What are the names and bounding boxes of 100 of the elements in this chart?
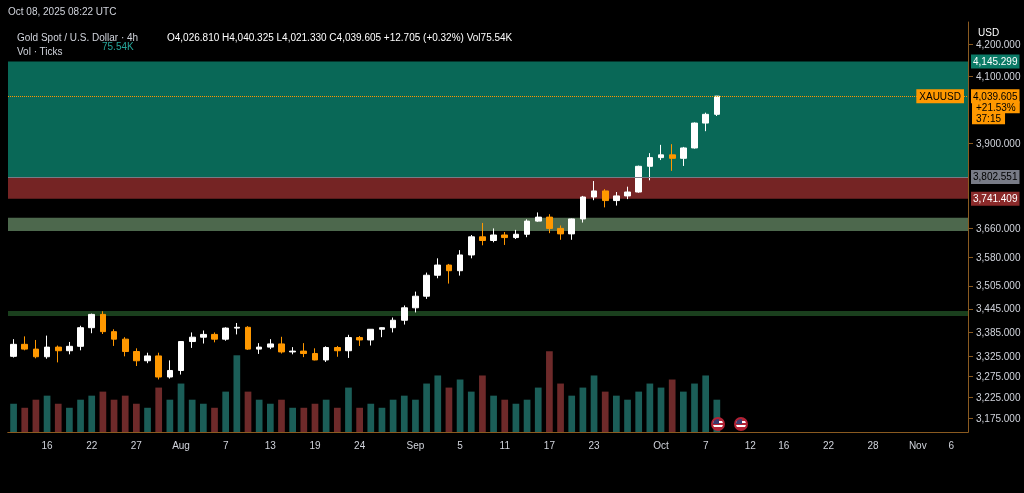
bar — [635, 391, 643, 432]
x-tick-label: 19 — [309, 439, 321, 451]
candlestick — [267, 338, 274, 350]
candlestick — [222, 326, 229, 342]
x-tick-label: Oct — [653, 439, 670, 451]
text: Oct 08, 2025 08:22 UTC — [8, 5, 117, 17]
candlestick — [468, 234, 475, 259]
candlestick — [680, 146, 687, 167]
bar — [222, 391, 230, 432]
y-tick-label: 3,325.000 — [976, 350, 1021, 362]
candlestick — [423, 272, 430, 300]
candlestick — [256, 342, 262, 355]
candlestick — [635, 165, 642, 194]
candlestick — [479, 222, 486, 246]
bar — [211, 407, 218, 432]
candlestick — [524, 218, 530, 238]
bar — [467, 391, 475, 432]
bar — [278, 399, 285, 432]
y-tick-label: 3,175.000 — [976, 412, 1021, 424]
bar — [155, 387, 163, 432]
bar — [200, 403, 207, 432]
candlestick — [300, 342, 307, 358]
candlestick — [144, 352, 151, 364]
candlestick — [167, 359, 173, 380]
bar — [21, 407, 29, 432]
candlestick — [133, 347, 140, 367]
candlestick — [88, 313, 95, 334]
candlestick — [390, 317, 396, 333]
candlestick — [155, 352, 162, 380]
bar — [557, 383, 564, 432]
bar — [255, 399, 263, 432]
candlestick — [490, 227, 497, 243]
bar — [434, 375, 442, 432]
candlestick — [10, 338, 17, 359]
y-tick-label: 3,505.000 — [976, 280, 1021, 292]
text: +21.53% — [976, 101, 1016, 113]
x-tick-label: 12 — [744, 439, 757, 451]
candlestick — [379, 326, 385, 338]
x-tick-label: 16 — [778, 439, 790, 451]
candlestick — [21, 335, 28, 351]
candlestick — [658, 144, 664, 161]
x-tick-label: 24 — [354, 439, 366, 451]
chart-title: Vol · Ticks — [17, 45, 63, 57]
x-tick-label: Sep — [406, 439, 425, 451]
y-tick-label: 4,200.000 — [976, 38, 1021, 50]
candlestick — [77, 325, 84, 351]
bar — [668, 379, 676, 432]
candlestick — [367, 328, 374, 347]
text: USD — [978, 26, 1000, 38]
bar — [121, 395, 129, 432]
ref-line-label: 3,802.551 — [973, 171, 1018, 183]
candlestick — [546, 213, 553, 234]
y-tick-label: 3,660.000 — [976, 222, 1021, 234]
x-tick-label: 13 — [264, 439, 277, 451]
candlestick — [568, 218, 575, 241]
candlestick — [624, 186, 631, 200]
y-tick-label: 3,445.000 — [976, 303, 1021, 315]
bar — [490, 395, 497, 432]
text: Gold Spot / U.S. Dollar · 4h — [17, 31, 139, 43]
x-tick-label: 16 — [41, 439, 54, 451]
band-label: 3,741.409 — [973, 193, 1018, 205]
candlestick — [591, 180, 597, 201]
bar — [88, 395, 96, 432]
candlestick — [557, 224, 564, 241]
bar — [479, 375, 486, 432]
bar — [300, 407, 308, 432]
bar — [333, 407, 341, 432]
x-tick-label: Aug — [172, 439, 190, 451]
candlestick — [345, 334, 352, 359]
x-tick-label: 27 — [130, 439, 143, 451]
bar — [10, 403, 17, 432]
bar — [133, 403, 140, 432]
y-tick-label: 3,385.000 — [976, 326, 1021, 338]
bar — [702, 375, 710, 432]
bar — [412, 399, 419, 432]
bar — [188, 399, 196, 432]
candlestick — [401, 304, 408, 326]
bar — [624, 399, 631, 432]
candlestick — [412, 291, 419, 313]
candlestick — [323, 345, 329, 363]
candlestick — [44, 335, 50, 360]
candlestick — [312, 347, 318, 361]
bar — [367, 403, 375, 432]
candlestick — [602, 188, 609, 208]
x-tick-label: 7 — [222, 439, 229, 451]
ref-line-label: 4,039.605 — [973, 90, 1018, 102]
candlestick — [580, 195, 586, 224]
x-tick-label: 28 — [867, 439, 880, 451]
candlestick — [647, 152, 653, 181]
text: 37:15 — [976, 112, 1002, 124]
bar — [54, 403, 62, 432]
candlestick — [434, 257, 441, 279]
bar — [356, 407, 363, 432]
bar — [400, 395, 408, 432]
candlestick — [535, 211, 542, 223]
x-tick-label: 23 — [588, 439, 601, 451]
candlestick — [245, 325, 251, 351]
candlestick — [55, 345, 62, 363]
bar — [289, 407, 296, 432]
bar — [590, 375, 598, 432]
